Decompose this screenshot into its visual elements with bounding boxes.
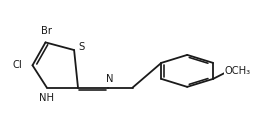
Text: N: N [106, 74, 114, 84]
Text: Br: Br [41, 26, 52, 36]
Text: Cl: Cl [12, 60, 22, 70]
Text: S: S [79, 42, 85, 52]
Text: OCH₃: OCH₃ [225, 66, 251, 76]
Text: NH: NH [39, 93, 54, 103]
